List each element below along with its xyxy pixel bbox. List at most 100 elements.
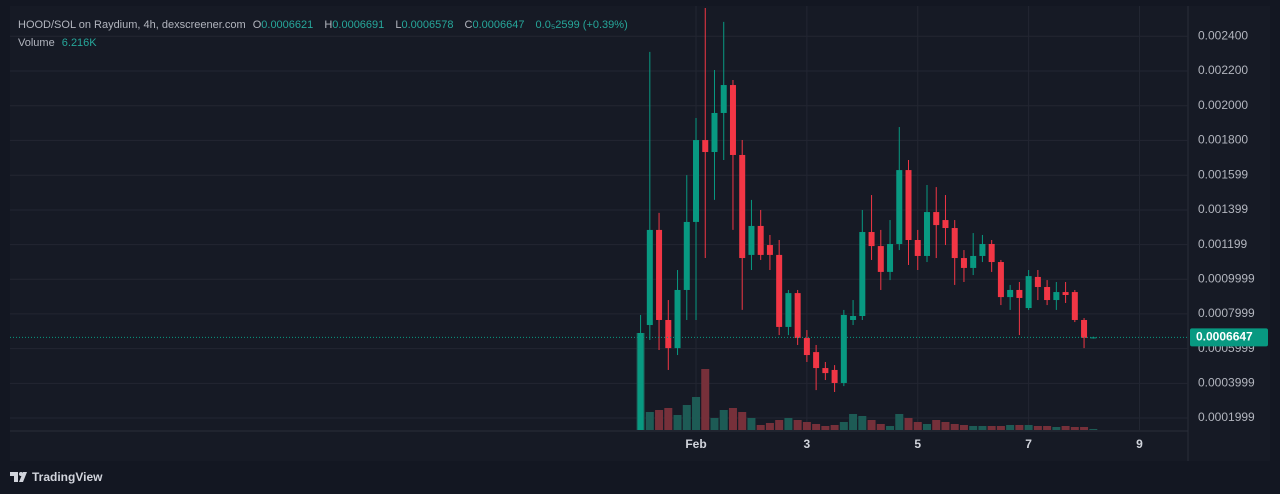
low-value: 0.0006578 — [401, 19, 454, 31]
y-tick-label: 0.001199 — [1198, 237, 1247, 251]
volume-bar — [738, 412, 747, 430]
volume-bar — [793, 420, 802, 430]
candle-body — [729, 85, 736, 155]
candle-body — [757, 225, 764, 255]
volume-bar — [876, 424, 885, 430]
candle-body — [1044, 287, 1051, 301]
candle-body — [683, 221, 690, 290]
x-tick-label: 7 — [1025, 437, 1032, 451]
volume-bar — [812, 424, 821, 430]
volume-bar — [701, 369, 710, 430]
candle-body — [1025, 276, 1032, 309]
candle-body — [979, 243, 986, 256]
candle-body — [868, 232, 875, 247]
high-key: H — [324, 19, 333, 31]
volume-bar — [839, 422, 848, 430]
open-label: O0.0006621 — [253, 19, 318, 31]
legend: HOOD/SOL on Raydium, 4h, dexscreener.com… — [18, 16, 632, 52]
volume-bar — [710, 418, 719, 430]
high-label: H0.0006691 — [324, 19, 388, 31]
candle-body — [951, 228, 958, 259]
candle-body — [665, 319, 672, 349]
volume-bar — [941, 422, 950, 430]
volume-bar — [913, 422, 922, 430]
volume-bar — [756, 425, 765, 430]
volume-bar — [664, 408, 673, 430]
volume-bar — [858, 416, 867, 430]
low-label: L0.0006578 — [395, 19, 457, 31]
volume-bar — [978, 426, 987, 430]
y-tick-label: 0.002200 — [1198, 63, 1248, 77]
candle-body — [794, 293, 801, 339]
candle-body — [831, 369, 838, 383]
candle-body — [896, 170, 903, 244]
open-key: O — [252, 19, 262, 31]
volume-bar — [922, 424, 931, 430]
volume-bar — [867, 420, 876, 430]
candle-body — [739, 154, 746, 259]
volume-bar — [932, 420, 941, 430]
candle-body — [877, 246, 884, 272]
volume-bar — [1052, 427, 1061, 430]
volume-bar — [775, 420, 784, 430]
volume-bar — [969, 426, 978, 430]
volume-bar — [802, 422, 811, 430]
candle-body — [693, 140, 700, 222]
volume-bar — [996, 426, 1005, 430]
candle-body — [1007, 289, 1014, 298]
candle-body — [1062, 292, 1069, 296]
y-tick-label: 0.0003999 — [1198, 376, 1255, 390]
volume-bar — [728, 408, 737, 430]
volume-bar — [765, 423, 774, 430]
candle-body — [859, 232, 866, 316]
volume-bar — [1024, 425, 1033, 430]
logo — [10, 472, 27, 482]
x-tick-label: 9 — [1136, 437, 1143, 451]
high-value: 0.0006691 — [332, 19, 385, 31]
candle-body — [748, 225, 755, 255]
candle-body — [840, 314, 847, 383]
x-tick-label: 3 — [804, 437, 811, 451]
volume-bar — [1006, 425, 1015, 430]
volume-row: Volume 6.216K — [18, 34, 632, 52]
candle-body — [766, 245, 773, 255]
volume-bar — [1015, 425, 1024, 430]
volume-bar — [784, 418, 793, 430]
candle-body — [637, 333, 644, 430]
volume-bar — [950, 424, 959, 430]
y-tick-label: 0.002000 — [1198, 98, 1248, 112]
open-value: 0.0006621 — [261, 19, 314, 31]
volume-bar — [895, 414, 904, 430]
candle-body — [914, 239, 921, 256]
candle-body — [1016, 289, 1023, 298]
candle-body — [1034, 276, 1041, 288]
volume-bar — [830, 425, 839, 430]
candle-body — [905, 170, 912, 240]
candle-body — [656, 229, 663, 320]
candle-body — [711, 112, 718, 153]
volume-bar — [1080, 427, 1089, 430]
volume-bar — [747, 418, 756, 430]
close-key: C — [464, 19, 473, 31]
candle-body — [785, 293, 792, 327]
volume-bar — [1070, 427, 1079, 430]
candle-body — [933, 212, 940, 226]
candle-body — [776, 254, 783, 327]
candle-body — [822, 368, 829, 374]
ohlc-row: HOOD/SOL on Raydium, 4h, dexscreener.com… — [18, 16, 632, 34]
candle-body — [702, 140, 709, 153]
candle-body — [850, 315, 857, 320]
y-tick-label: 0.0007999 — [1198, 306, 1255, 320]
volume-bar — [987, 426, 996, 430]
volume-bar — [655, 410, 664, 430]
candle-body — [674, 289, 681, 349]
y-tick-label: 0.001800 — [1198, 133, 1248, 147]
volume-value: 6.216K — [61, 37, 97, 49]
candle-body — [1053, 292, 1060, 301]
candle-body — [803, 338, 810, 356]
candle-body — [1071, 292, 1078, 320]
volume-bar — [821, 426, 830, 430]
volume-bar — [886, 426, 895, 430]
change-value: 0.0₅2599 (+0.39%) — [535, 19, 628, 31]
